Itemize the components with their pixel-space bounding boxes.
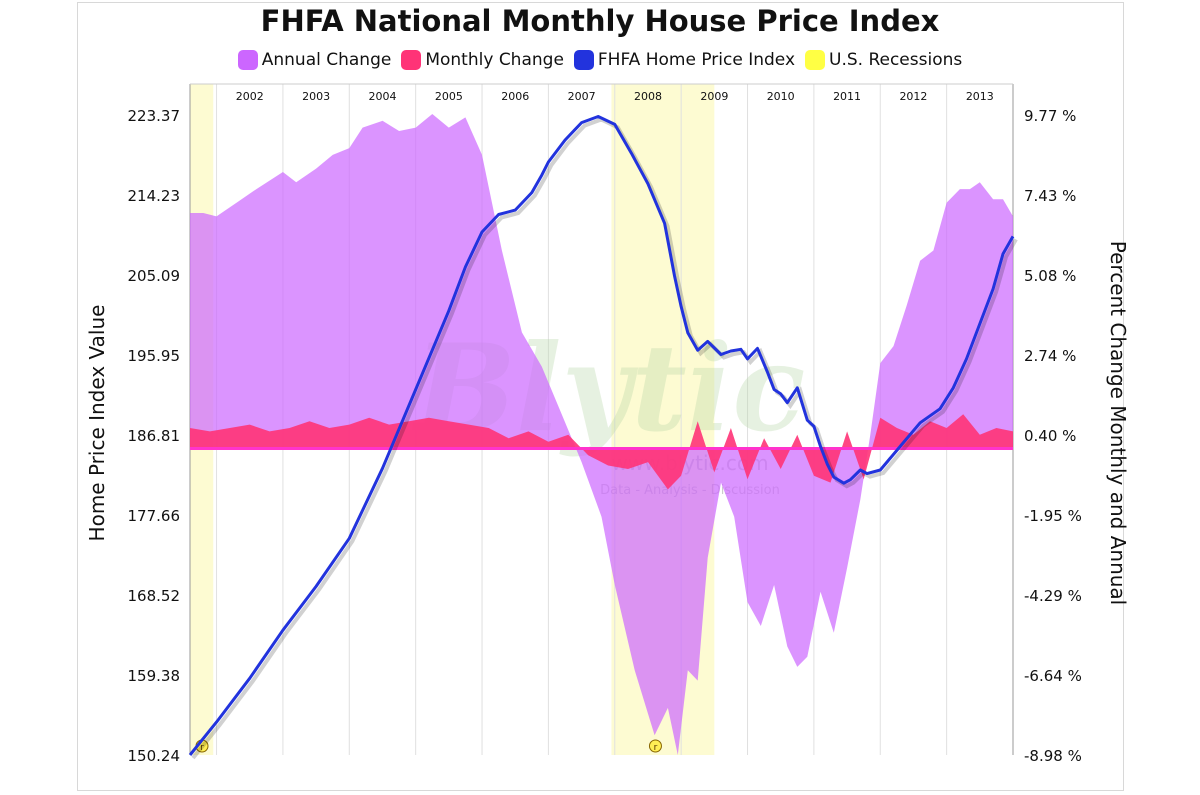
legend-swatch-annual-change xyxy=(237,50,258,70)
y-left-tick-label: 223.37 xyxy=(128,107,181,125)
legend-swatch-monthly-change xyxy=(401,50,422,70)
legend-item-annual-change[interactable]: Annual Change xyxy=(237,50,392,70)
recession-marker-label: r xyxy=(200,743,204,753)
y-left-tick-label: 150.24 xyxy=(128,747,181,765)
legend-label-monthly-change: Monthly Change xyxy=(425,50,564,70)
y-left-tick-label: 214.23 xyxy=(128,187,181,205)
x-tick-label: 2007 xyxy=(568,90,596,103)
legend-swatch-fhfa-index xyxy=(573,50,594,70)
x-tick-label: 2011 xyxy=(833,90,861,103)
x-tick-label: 2010 xyxy=(767,90,795,103)
y-right-tick-label: 7.43 % xyxy=(1024,187,1076,205)
x-tick-label: 2006 xyxy=(501,90,529,103)
legend-item-recessions[interactable]: U.S. Recessions xyxy=(805,50,962,70)
x-tick-label: 2004 xyxy=(368,90,396,103)
hpi-line xyxy=(188,115,1015,756)
y-right-tick-label: 9.77 % xyxy=(1024,107,1076,125)
y-right-tick-label: -4.29 % xyxy=(1024,587,1082,605)
x-tick-label: 2009 xyxy=(700,90,728,103)
legend-label-fhfa-index: FHFA Home Price Index xyxy=(597,50,795,70)
legend-swatch-recessions xyxy=(805,50,825,70)
legend-item-fhfa-index[interactable]: FHFA Home Price Index xyxy=(573,50,795,70)
y-right-tick-label: 0.40 % xyxy=(1024,427,1076,445)
hpi-line-shadow xyxy=(191,117,1018,760)
y-left-tick-label: 186.81 xyxy=(128,427,181,445)
recession-marker xyxy=(648,739,662,753)
y-right-tick-label: 2.74 % xyxy=(1024,347,1076,365)
legend-item-monthly-change[interactable]: Monthly Change xyxy=(401,50,564,70)
y-right-tick-label: -8.98 % xyxy=(1024,747,1082,765)
annual-change-area xyxy=(190,114,1013,755)
y-left-tick-label: 177.66 xyxy=(128,507,181,525)
x-tick-label: 2002 xyxy=(236,90,264,103)
y-right-tick-label: -6.64 % xyxy=(1024,667,1082,685)
recession-marker-label: r xyxy=(654,743,658,753)
x-tick-label: 2008 xyxy=(634,90,662,103)
y-right-tick-label: 5.08 % xyxy=(1024,267,1076,285)
legend-label-annual-change: Annual Change xyxy=(261,50,392,70)
x-tick-label: 2003 xyxy=(302,90,330,103)
x-tick-label: 2013 xyxy=(966,90,994,103)
x-tick-label: 2005 xyxy=(435,90,463,103)
y-left-tick-label: 159.38 xyxy=(128,667,181,685)
y-left-tick-label: 205.09 xyxy=(128,267,181,285)
y-left-tick-label: 168.52 xyxy=(128,587,181,605)
y-left-tick-label: 195.95 xyxy=(128,347,181,365)
y-right-tick-label: -1.95 % xyxy=(1024,507,1082,525)
legend-label-recessions: U.S. Recessions xyxy=(829,50,963,70)
chart-legend: Annual Change Monthly Change FHFA Home P… xyxy=(0,50,1200,70)
chart-title: FHFA National Monthly House Price Index xyxy=(260,4,940,38)
x-tick-label: 2012 xyxy=(899,90,927,103)
